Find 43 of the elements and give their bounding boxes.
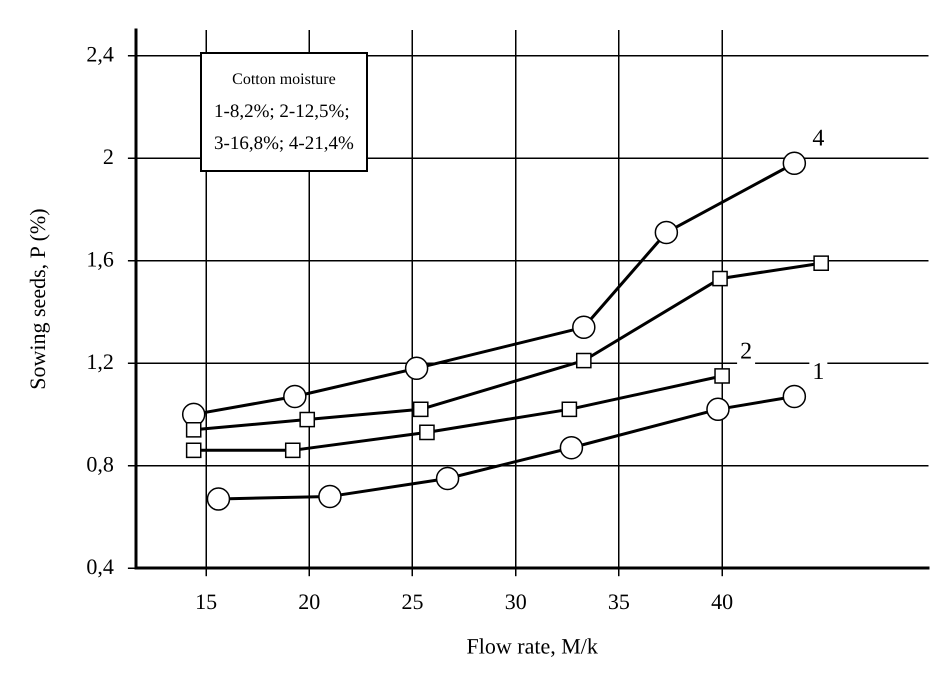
point [782, 384, 806, 408]
series-label: 1 [812, 358, 824, 385]
point [318, 484, 342, 508]
series-label: 4 [812, 126, 824, 152]
point [412, 401, 429, 418]
point [562, 401, 578, 418]
point [299, 412, 316, 428]
point [712, 270, 728, 286]
point [283, 384, 307, 408]
y-tick-label: 1,2 [86, 348, 114, 374]
point [706, 398, 730, 422]
annotation: 1-8,2%; 2-12,5%; [214, 100, 351, 124]
y-axis-title: Sowing seeds, P (%) [24, 208, 50, 390]
point [436, 466, 460, 490]
point [206, 487, 230, 511]
point [404, 356, 428, 380]
series-label: 2 [740, 338, 752, 364]
point [654, 220, 678, 244]
point [560, 436, 584, 460]
point [782, 152, 806, 176]
x-tick-label: 30 [504, 589, 527, 614]
point [572, 316, 596, 340]
x-tick-label: 35 [608, 589, 630, 614]
x-axis-title: Flow rate, M/k [466, 634, 598, 659]
point [714, 368, 730, 384]
y-tick-label: 2,4 [86, 41, 114, 66]
y-tick-label: 0,8 [86, 451, 114, 476]
y-tick-label: 2 [102, 144, 114, 169]
annotation: Cotton moisture [231, 70, 337, 90]
y-tick-label: 0,4 [86, 554, 114, 579]
point [576, 352, 592, 368]
note-box: Cotton moisture 1-8,2%; 2-12,5%; 3-16,8%; 4-21,4% [200, 52, 368, 172]
x-tick-label: 15 [195, 589, 218, 614]
point [284, 442, 301, 458]
y-tick-label: 1,6 [86, 246, 114, 272]
annotation: 3-16,8%; 4-21,4% [214, 132, 354, 156]
point [186, 422, 202, 438]
x-tick-label: 25 [401, 589, 424, 614]
point [419, 424, 435, 440]
x-tick-label: 40 [711, 589, 734, 614]
point [813, 255, 829, 272]
x-tick-label: 20 [298, 589, 320, 614]
point [186, 442, 202, 458]
